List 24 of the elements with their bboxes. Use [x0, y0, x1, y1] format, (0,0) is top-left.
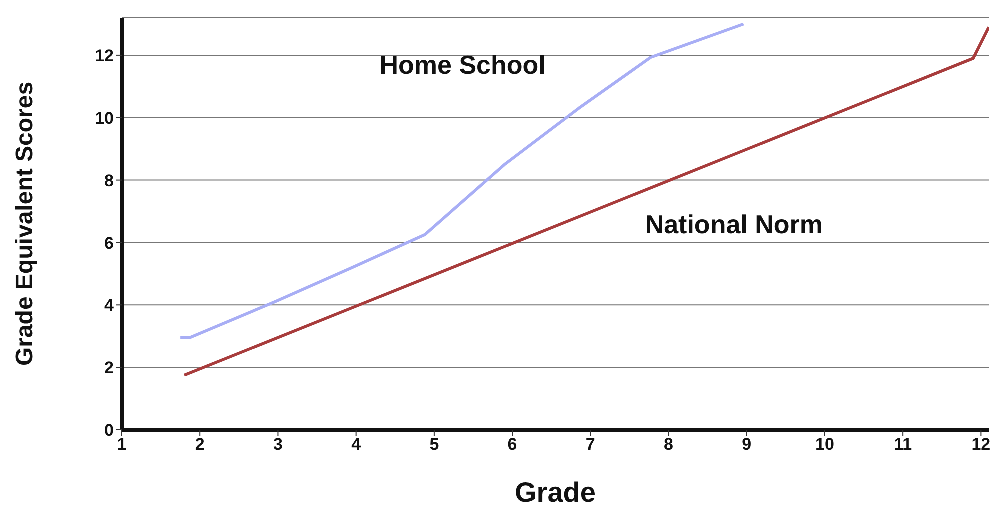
series-label: National Norm	[645, 209, 824, 240]
y-axis-title: Grade Equivalent Scores	[12, 82, 39, 366]
x-tick-label: 6	[508, 435, 518, 454]
x-tick-label: 12	[972, 435, 991, 454]
y-tick-label: 8	[104, 171, 114, 190]
x-tick-label: 9	[742, 435, 752, 454]
y-tick-label: 4	[104, 296, 115, 316]
x-axis-title: Grade	[515, 477, 596, 508]
x-tick-label: 5	[430, 435, 440, 454]
x-tick-label: 2	[195, 435, 205, 454]
x-tick-label: 10	[816, 435, 834, 454]
y-tick-label: 2	[104, 358, 114, 378]
y-tick-label: 0	[104, 421, 114, 440]
line-series	[179, 22, 746, 340]
x-tick-label: 3	[273, 435, 283, 454]
series-label: Home School	[380, 50, 546, 80]
x-tick-label: 1	[117, 435, 127, 454]
x-tick-label: 11	[894, 435, 912, 454]
x-tick-label: 7	[586, 435, 596, 454]
y-tick-label: 10	[95, 108, 114, 128]
y-tick-label: 6	[104, 234, 114, 253]
y-tick-label: 12	[95, 46, 114, 66]
x-tick-label: 4	[352, 435, 362, 454]
x-tick-label: 8	[664, 435, 674, 454]
